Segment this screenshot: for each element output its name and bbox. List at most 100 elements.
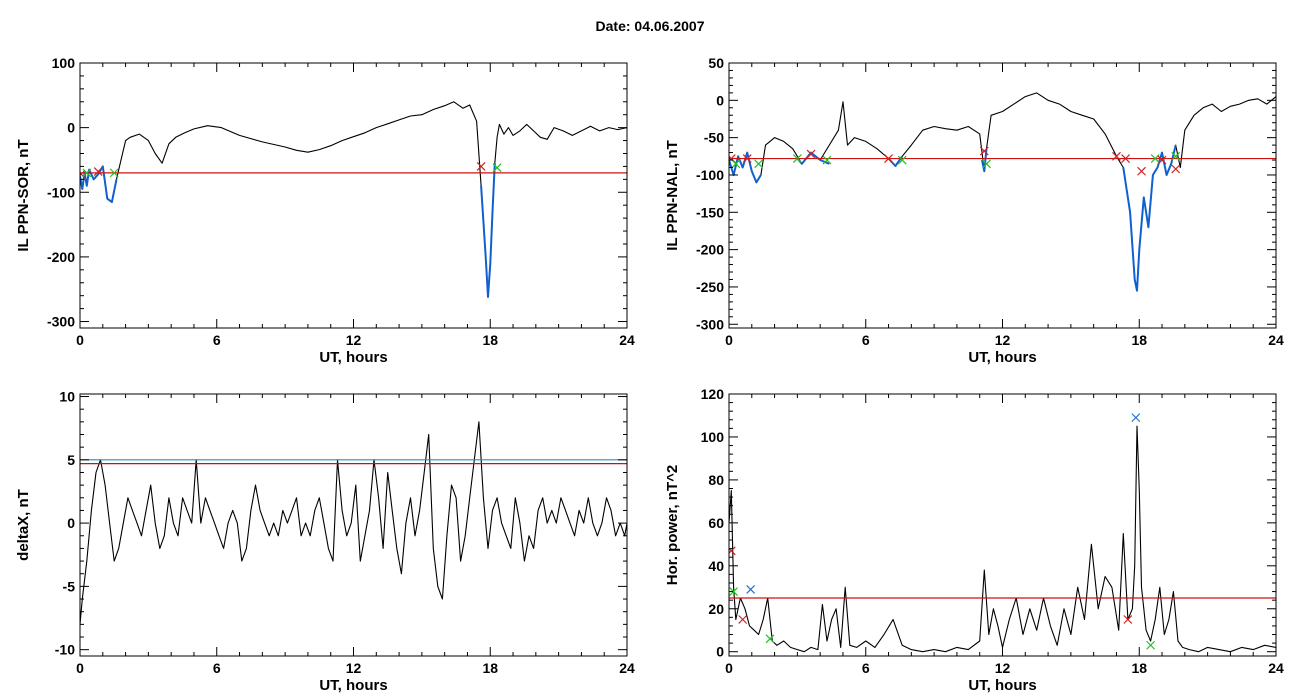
marker-stroke	[806, 149, 816, 159]
plot-area	[729, 92, 1276, 292]
x-tick-label: 24	[1268, 660, 1284, 676]
marker-stroke	[742, 154, 752, 163]
x-tick-label: 18	[1131, 660, 1147, 676]
event-marker	[746, 585, 756, 594]
plot-area	[729, 413, 1276, 653]
event-marker	[1131, 413, 1141, 423]
marker-stroke	[765, 634, 775, 644]
x-tick-label: 0	[725, 332, 733, 348]
y-tick-label: 40	[708, 558, 724, 574]
marker-stroke	[1157, 155, 1167, 165]
event-marker	[765, 634, 775, 644]
event-marker	[742, 154, 752, 163]
event-marker	[109, 168, 119, 178]
marker-stroke	[1171, 151, 1181, 161]
x-tick-label: 18	[482, 332, 498, 348]
y-tick-label: 50	[708, 55, 724, 71]
y-tick-label: 0	[716, 644, 724, 660]
y-tick-label: -200	[47, 249, 75, 265]
x-tick-label: 24	[619, 660, 635, 676]
marker-stroke	[884, 154, 893, 163]
y-tick-label: 0	[67, 515, 75, 531]
event-marker	[738, 615, 748, 624]
data-series	[729, 92, 1276, 292]
y-tick-label: 10	[59, 389, 75, 405]
plot-area	[80, 421, 627, 625]
marker-stroke	[82, 168, 92, 178]
event-marker	[1157, 155, 1167, 165]
event-marker	[897, 155, 907, 165]
plot-area	[80, 101, 627, 298]
event-marker	[492, 163, 502, 173]
panel-hor-power: 0 6 12 18 24 0 20 40 60 80 100 120 UT, hours Hor. pow…	[664, 386, 1284, 694]
marker-stroke	[754, 159, 764, 169]
event-marker	[1121, 154, 1130, 163]
marker-stroke	[792, 154, 802, 163]
marker-stroke	[897, 155, 907, 165]
x-tick-label: 0	[725, 660, 733, 676]
y-tick-label: 20	[708, 601, 724, 617]
y-tick-label: 0	[67, 120, 75, 136]
y-axis-label: Hor. power, nT^2	[664, 465, 681, 585]
highlight-series	[1122, 144, 1177, 292]
event-marker	[82, 168, 92, 178]
data-series	[729, 425, 1276, 653]
y-tick-label: 100	[52, 55, 76, 71]
marker-stroke	[109, 168, 119, 178]
marker-stroke	[1121, 154, 1130, 163]
y-tick-label: -150	[696, 204, 724, 220]
panel-deltax: 0 6 12 18 24 -10 -5 0 5 10 UT, hours deltaX, nT	[15, 389, 635, 694]
event-marker	[1112, 151, 1121, 161]
event-marker	[1150, 154, 1160, 163]
marker-stroke	[1112, 151, 1121, 161]
event-marker	[982, 159, 991, 169]
y-tick-label: 80	[708, 472, 724, 488]
event-marker	[1171, 164, 1181, 174]
event-marker	[754, 159, 764, 169]
y-tick-label: -50	[704, 130, 724, 146]
event-marker	[93, 167, 103, 177]
marker-stroke	[729, 587, 738, 596]
y-tick-label: -5	[63, 578, 76, 594]
x-tick-label: 0	[76, 332, 84, 348]
event-marker	[1137, 166, 1146, 176]
x-tick-label: 6	[213, 332, 221, 348]
marker-stroke	[492, 163, 502, 173]
marker-stroke	[1150, 154, 1160, 163]
marker-stroke	[729, 546, 736, 554]
x-tick-label: 6	[862, 660, 870, 676]
event-marker	[476, 161, 486, 171]
x-tick-label: 12	[995, 332, 1011, 348]
event-marker	[731, 159, 741, 169]
marker-stroke	[979, 146, 989, 156]
y-axis-label: IL PPN-SOR, nT	[15, 139, 32, 251]
panel-il-ppn-nal: 0 6 12 18 24 -300 -250 -200 -150 -100 -50 0 50 UT, ho…	[664, 55, 1284, 366]
marker-stroke	[822, 155, 832, 165]
plot-frame	[728, 393, 1277, 657]
page-title: Date: 04.06.2007	[595, 18, 705, 34]
marker-stroke	[738, 615, 748, 624]
marker-stroke	[476, 161, 486, 171]
x-tick-label: 12	[995, 660, 1011, 676]
data-series	[80, 421, 627, 625]
y-tick-label: 100	[701, 429, 725, 445]
y-tick-label: -300	[696, 316, 724, 332]
x-axis-label: UT, hours	[968, 349, 1036, 366]
x-tick-label: 0	[76, 660, 84, 676]
plot-frame	[79, 62, 628, 329]
marker-stroke	[80, 169, 86, 177]
x-axis-label: UT, hours	[319, 349, 387, 366]
event-marker	[822, 155, 832, 165]
x-tick-label: 18	[482, 660, 498, 676]
event-marker	[1146, 640, 1156, 650]
y-tick-label: -100	[47, 184, 75, 200]
marker-stroke	[1146, 640, 1156, 650]
y-axis-label: deltaX, nT	[15, 489, 32, 561]
event-marker	[729, 546, 736, 556]
y-tick-label: 60	[708, 515, 724, 531]
event-marker	[729, 587, 738, 596]
x-tick-label: 24	[619, 332, 635, 348]
marker-stroke	[1123, 615, 1133, 624]
event-marker	[806, 149, 816, 159]
x-tick-label: 24	[1268, 332, 1284, 348]
